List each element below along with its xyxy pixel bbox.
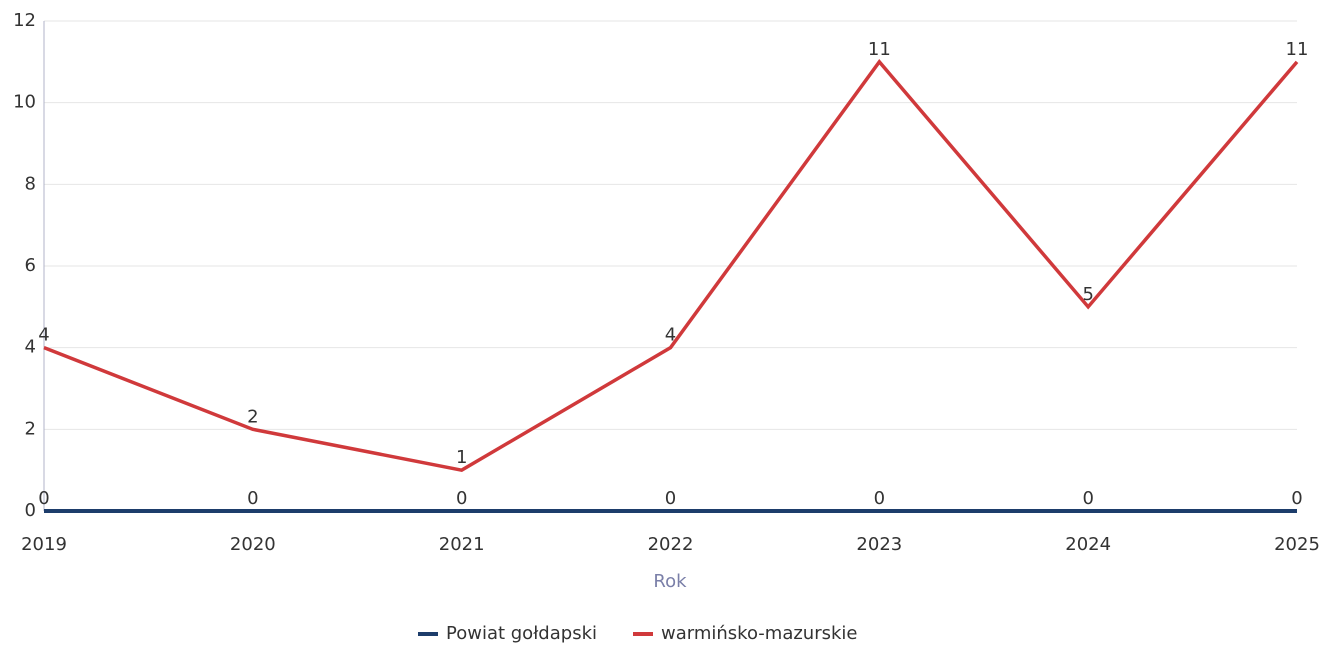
data-label: 0 [247, 488, 258, 509]
y-tick-label: 6 [25, 255, 36, 276]
legend-label: warmińsko-mazurskie [661, 623, 857, 644]
data-label: 0 [1082, 488, 1093, 509]
data-label: 11 [868, 39, 891, 60]
y-tick-label: 2 [25, 418, 36, 439]
y-tick-label: 12 [13, 10, 36, 31]
data-label: 2 [247, 406, 258, 427]
x-tick-label: 2021 [439, 534, 485, 555]
x-tick-label: 2024 [1065, 534, 1111, 555]
x-axis-label: Rok [653, 571, 687, 592]
x-tick-label: 2025 [1274, 534, 1320, 555]
data-label: 5 [1082, 284, 1093, 305]
data-label: 0 [665, 488, 676, 509]
series-line [43, 59, 1299, 473]
data-label: 4 [665, 325, 676, 346]
data-label: 1 [456, 447, 467, 468]
data-label: 4 [38, 325, 49, 346]
data-label: 0 [38, 488, 49, 509]
y-tick-label: 0 [25, 500, 36, 521]
y-tick-label: 10 [13, 92, 36, 113]
y-tick-label: 8 [25, 173, 36, 194]
data-label: 11 [1286, 39, 1309, 60]
legend-label: Powiat gołdapski [446, 623, 597, 644]
x-tick-label: 2023 [856, 534, 902, 555]
legend: Powiat gołdapski warmińsko-mazurskie [418, 623, 857, 644]
data-label: 0 [874, 488, 885, 509]
y-tick-label: 4 [25, 337, 36, 358]
data-label: 0 [456, 488, 467, 509]
x-tick-label: 2022 [648, 534, 694, 555]
x-tick-label: 2019 [21, 534, 67, 555]
x-tick-label: 2020 [230, 534, 276, 555]
data-label: 0 [1291, 488, 1302, 509]
